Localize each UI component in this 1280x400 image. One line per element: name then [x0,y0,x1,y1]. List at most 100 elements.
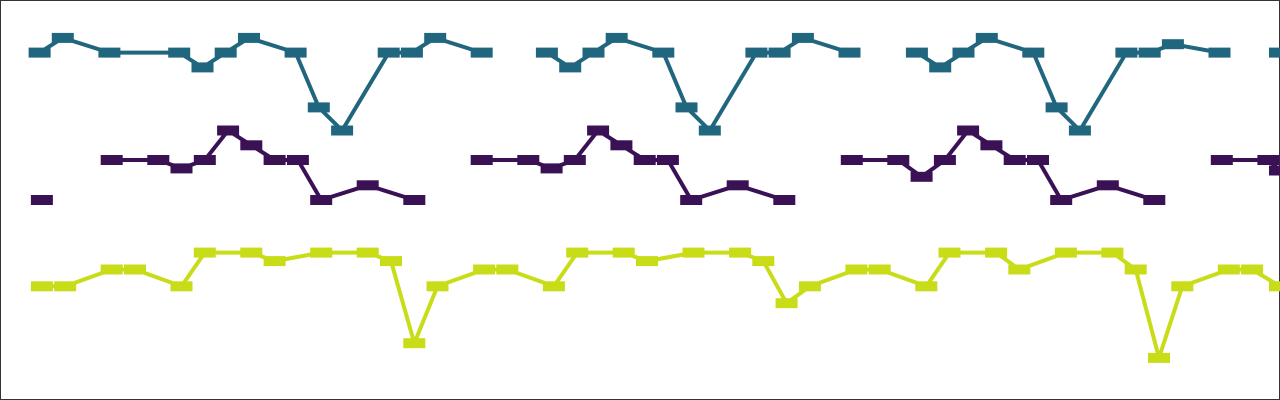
series-1-marker [214,47,237,58]
series-3-marker [473,264,496,275]
series-1-marker [470,47,493,58]
series-3-marker [566,247,589,258]
series-1-marker [400,47,423,58]
series-2-marker [1050,195,1073,205]
series-1-marker [745,47,768,58]
series-3-marker [752,256,775,267]
series-2-marker [656,155,679,165]
series-1-marker [1022,47,1045,58]
series-1-marker [98,47,121,58]
series-2-marker [633,155,656,165]
series-1-marker [191,62,214,73]
series-3-marker [496,264,519,275]
series-1-marker [331,125,354,136]
series-1-marker [51,32,74,43]
series-1-marker [1208,47,1231,58]
series-3-marker [1124,264,1147,275]
series-1-marker [377,47,400,58]
series-1-marker [1161,39,1184,50]
series-3-marker [1241,264,1264,275]
series-1-marker [1269,47,1280,58]
series-2-marker [310,195,333,205]
series-3-marker [985,247,1008,258]
series-1-marker [768,47,791,58]
series-2-marker [726,180,749,191]
series-1-marker [238,32,260,43]
series-3-marker [193,247,216,258]
series-1-marker [535,47,558,58]
series-3-marker [1101,247,1124,258]
series-3-marker [1171,281,1194,292]
series-3-marker [54,281,77,292]
series-3-line [41,250,1280,360]
series-3-marker [263,256,286,267]
series-3-marker [729,247,752,258]
series-3-marker [124,264,146,275]
series-2-marker [980,140,1003,151]
series-3-marker [868,264,891,275]
series-3-marker [240,247,263,258]
series-3-marker [356,247,379,258]
series-3-marker [426,281,449,292]
series-2-marker [1143,195,1166,205]
series-1-marker [905,47,928,58]
series-2-marker [680,195,703,205]
series-2-marker [193,155,216,165]
series-1-marker [605,32,628,43]
series-2-marker [840,155,863,165]
series-2-marker [517,155,540,165]
series-1-marker [675,102,698,113]
series-2-marker [587,125,610,136]
series-2-marker [1003,155,1026,165]
series-3-marker [682,247,705,258]
series-1-marker [307,102,330,113]
series-2-marker [217,125,240,136]
series-2 [30,125,1280,205]
series-2-marker [240,140,263,151]
series-2-marker [910,171,933,182]
series-3-marker [100,264,123,275]
series-2-marker [147,155,170,165]
series-layer [28,32,1280,363]
series-2-marker [170,163,193,174]
series-1-marker [952,47,975,58]
series-3-marker [380,256,402,267]
series-3-marker [798,281,821,292]
series-1-marker [582,47,605,58]
series-2-marker [1210,155,1233,165]
series-2-marker [1096,180,1119,191]
series-1-marker [838,47,861,58]
series-3-marker [542,281,565,292]
series-2-marker [1027,155,1049,165]
series-2-marker [957,125,980,136]
series-1-marker [698,125,721,136]
series-3 [30,247,1280,363]
series-2-marker [773,195,796,205]
series-3-marker [403,338,426,349]
series-3-marker [845,264,868,275]
series-1-marker [791,32,814,43]
series-1-marker [1115,47,1138,58]
series-1-marker [28,47,51,58]
series-3-marker [775,298,798,309]
series-3-marker [938,247,961,258]
series-1-marker [168,47,191,58]
series-1-marker [1045,102,1068,113]
series-1-marker [284,47,307,58]
series-1 [28,32,1280,136]
series-1-marker [975,32,998,43]
series-3-marker [30,281,53,292]
series-2-marker [1269,165,1280,176]
series-3-marker [1217,264,1240,275]
series-2-marker [30,195,53,205]
series-2-marker [100,155,123,165]
series-2-marker [563,155,586,165]
series-1-marker [652,47,675,58]
series-2-marker [1257,155,1280,165]
series-3-marker [310,247,333,258]
series-1-marker [1138,47,1161,58]
series-3-marker [636,256,658,267]
series-2-marker [263,155,286,165]
series-2-marker [933,155,956,165]
